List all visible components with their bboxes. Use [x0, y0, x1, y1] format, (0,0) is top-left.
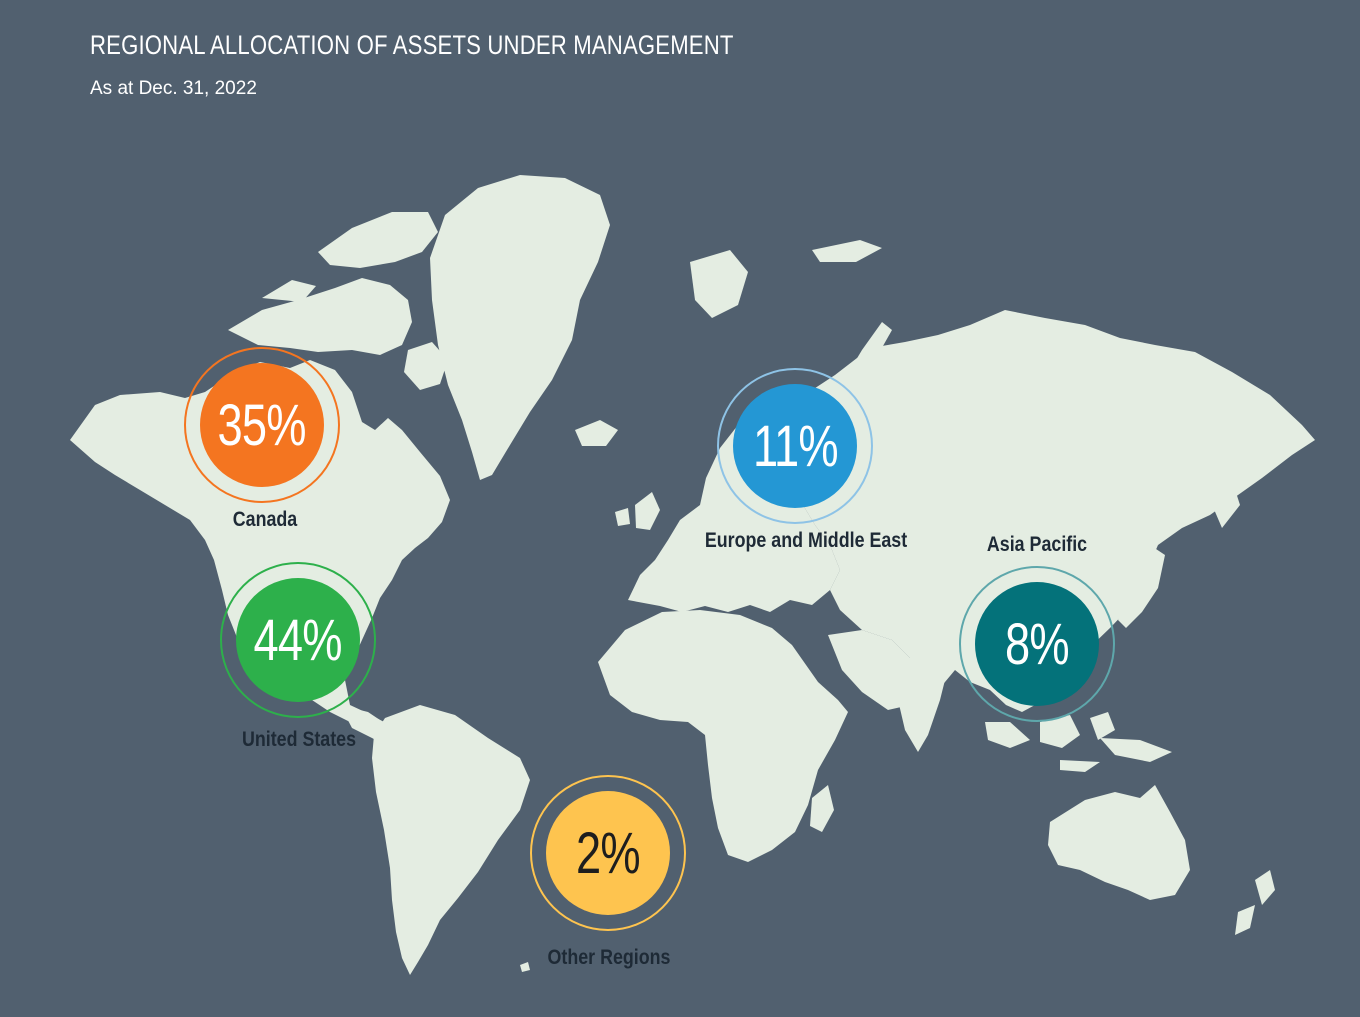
other-regions-badge: 2%	[530, 775, 686, 931]
asia-pacific-label: Asia Pacific	[986, 533, 1088, 556]
europe-middle-east-label: Europe and Middle East	[704, 529, 908, 552]
landmass-africa	[598, 610, 848, 862]
united-states-percent: 44%	[253, 607, 343, 673]
landmass-south-america	[372, 705, 530, 975]
united-states-fill: 44%	[236, 578, 360, 702]
united-states-label: United States	[241, 728, 357, 751]
landmass-japan	[1118, 545, 1165, 628]
page-title: REGIONAL ALLOCATION OF ASSETS UNDER MANA…	[90, 30, 734, 60]
united-states-badge: 44%	[220, 562, 376, 718]
landmass-asia	[796, 310, 1315, 712]
other-regions-fill: 2%	[546, 791, 670, 915]
canada-fill: 35%	[200, 363, 324, 487]
canada-label: Canada	[232, 508, 298, 531]
europe-middle-east-percent: 11%	[752, 413, 839, 479]
canada-percent: 35%	[217, 392, 307, 458]
landmass-greenland	[430, 175, 610, 480]
canada-badge: 35%	[184, 347, 340, 503]
other-regions-label: Other Regions	[547, 946, 671, 969]
asia-pacific-badge: 8%	[959, 566, 1115, 722]
page-subtitle: As at Dec. 31, 2022	[90, 78, 257, 99]
asia-pacific-fill: 8%	[975, 582, 1099, 706]
other-regions-percent: 2%	[576, 820, 641, 886]
asia-pacific-percent: 8%	[1005, 611, 1070, 677]
europe-middle-east-badge: 11%	[717, 368, 873, 524]
landmass-australia	[1048, 785, 1190, 900]
europe-middle-east-fill: 11%	[733, 384, 857, 508]
landmass-arctic-islands	[228, 278, 412, 355]
